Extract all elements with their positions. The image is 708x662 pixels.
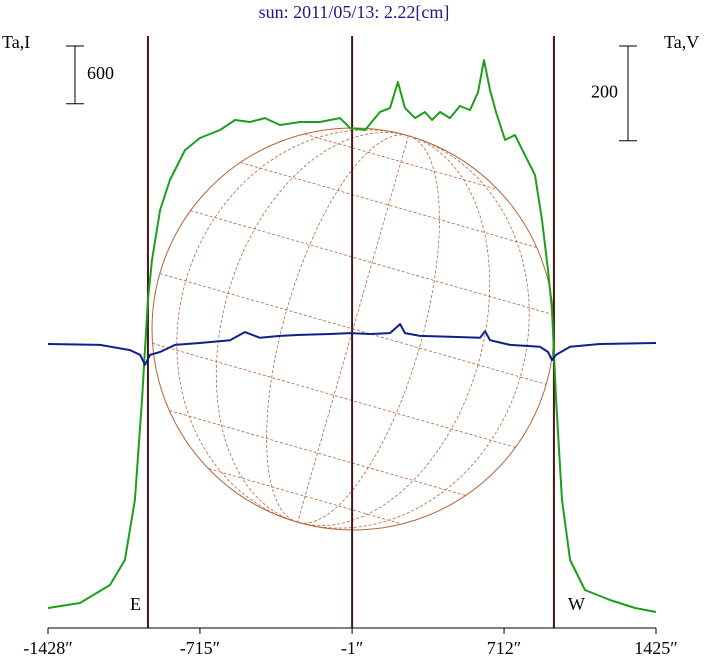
- x-tick-label: 1425″: [634, 638, 678, 658]
- parallel: [169, 410, 466, 496]
- x-tick-label: -1″: [341, 638, 364, 658]
- parallel: [208, 468, 402, 525]
- y2-axis-label: Ta,V: [664, 32, 699, 52]
- parallel: [152, 342, 516, 448]
- parallel: [190, 210, 554, 316]
- parallel: [240, 162, 537, 248]
- east-label: E: [130, 594, 141, 614]
- west-label: W: [568, 594, 585, 614]
- y-axis-label: Ta,I: [2, 32, 30, 52]
- x-tick-label: 712″: [487, 638, 522, 658]
- scale-bar-label: 200: [591, 82, 618, 102]
- series-line: [47, 59, 657, 613]
- scale-bar-label: 600: [87, 63, 114, 83]
- x-tick-label: -1428″: [23, 638, 73, 658]
- x-tick-label: -715″: [180, 638, 221, 658]
- series-line: [47, 323, 657, 366]
- parallel: [304, 133, 498, 190]
- chart-title: sun: 2011/05/13: 2.22[cm]: [259, 2, 450, 22]
